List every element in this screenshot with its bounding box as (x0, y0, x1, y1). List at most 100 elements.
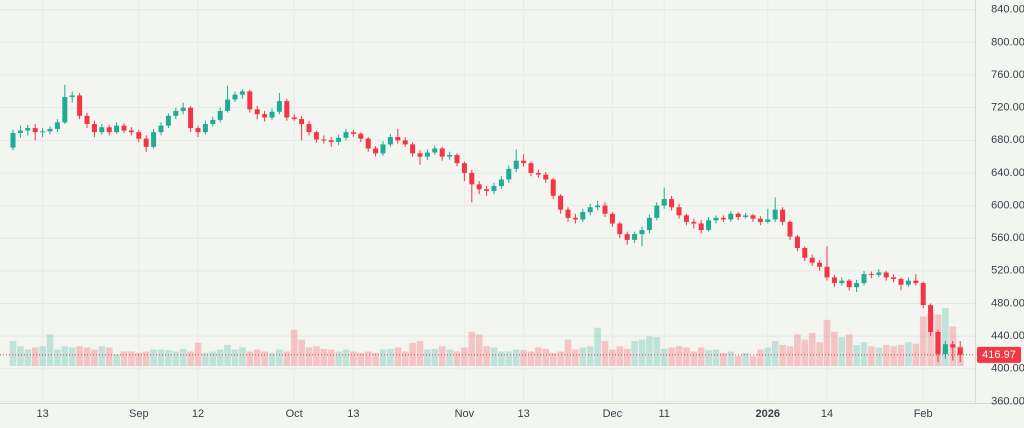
candle-body (232, 94, 238, 100)
y-tick-label: 760.00 (991, 69, 1024, 81)
candle-body (165, 115, 171, 126)
candle-body (528, 163, 534, 173)
volume-bar (239, 347, 246, 366)
volume-bar (401, 351, 409, 366)
volume-bar (327, 349, 335, 366)
volume-bar (298, 339, 305, 366)
volume-bar (357, 352, 365, 366)
volume-bar (453, 351, 461, 366)
candle-body (373, 148, 379, 154)
volume-bar (712, 349, 720, 366)
volume-bar (276, 349, 283, 366)
volume-bar (897, 344, 905, 366)
y-tick-label: 360.00 (991, 395, 1024, 407)
candle-body (898, 279, 904, 285)
candle-body (757, 218, 763, 222)
candle-body (291, 117, 297, 120)
candle-body (543, 174, 549, 180)
candle-body (484, 189, 490, 191)
candle-body (299, 119, 305, 124)
volume-bar (757, 349, 764, 366)
candle-body (99, 127, 105, 133)
y-tick-label: 560.00 (991, 232, 1024, 244)
candle-body (128, 130, 134, 133)
candle-body (84, 115, 90, 124)
candle-body (809, 257, 815, 263)
y-tick-label: 640.00 (991, 167, 1024, 179)
y-tick-label: 680.00 (991, 134, 1024, 146)
volume-bar (209, 351, 217, 366)
volume-bar (313, 346, 320, 366)
volume-bar (387, 348, 394, 366)
candle-body (54, 122, 60, 129)
candle-body (195, 128, 201, 133)
volume-bar (91, 349, 98, 366)
candle-body (121, 125, 127, 131)
label-layer: 360.00 400.00 440.00 480.00 520.00 560.00 600.… (0, 4, 1024, 420)
volume-bar (660, 348, 668, 366)
candle-body (47, 128, 53, 132)
candle-body (883, 272, 889, 278)
volume-bar (172, 351, 180, 366)
volume-bar (98, 346, 106, 366)
candle-body (276, 101, 282, 112)
candle-body (439, 148, 445, 157)
y-tick-label: 400.00 (991, 363, 1024, 375)
volume-bar (823, 319, 831, 366)
candle-body (210, 119, 216, 124)
volume-bar (394, 347, 402, 366)
volume-bar (24, 349, 32, 366)
candle-body (817, 262, 823, 267)
candle-body (476, 184, 482, 190)
y-tick-label: 800.00 (991, 36, 1024, 48)
candle-body (328, 140, 334, 142)
candle-body (358, 133, 364, 139)
candle-body (891, 277, 897, 279)
candle-body (743, 215, 749, 217)
volume-bar (416, 340, 424, 366)
volume-bar (653, 337, 661, 366)
volume-bar (409, 342, 416, 366)
volume-bar (564, 339, 572, 366)
candle-body (861, 274, 867, 284)
candle-body (942, 344, 948, 355)
candle-body (32, 128, 38, 133)
volume-bar (668, 347, 675, 366)
volume-bar (39, 346, 46, 366)
candle-body (595, 205, 601, 208)
volume-bar (61, 346, 69, 366)
candle-body (365, 138, 371, 149)
x-tick-label: 13 (517, 408, 529, 420)
volume-bar (179, 348, 187, 366)
volume-bar (261, 351, 268, 366)
volume-bar (816, 342, 823, 366)
volume-bar (720, 352, 727, 366)
candle-body (40, 131, 46, 133)
volume-bar (498, 351, 505, 366)
volume-bar (749, 356, 757, 366)
volume-bar (919, 316, 927, 366)
volume-bar (490, 347, 498, 366)
candle-body (461, 163, 467, 173)
candle-body (957, 347, 963, 355)
candle-body (513, 160, 519, 169)
volume-bar (771, 340, 779, 366)
volume-bar (794, 334, 801, 366)
candle-body (846, 280, 852, 288)
volume-bar (379, 349, 387, 366)
candle-body (928, 305, 934, 333)
volume-bar (831, 331, 838, 366)
volume-bar (697, 347, 705, 366)
candle-body (350, 132, 356, 134)
candle-body (824, 266, 830, 278)
volume-bar (483, 346, 490, 366)
candle-body (313, 132, 319, 140)
volume-bar (764, 347, 772, 366)
x-tick-label: 12 (192, 408, 204, 420)
volume-bar (475, 334, 483, 366)
candle-body (854, 283, 860, 288)
volume-bar (853, 344, 860, 366)
volume-bar (535, 347, 542, 366)
candle-body (839, 280, 845, 284)
